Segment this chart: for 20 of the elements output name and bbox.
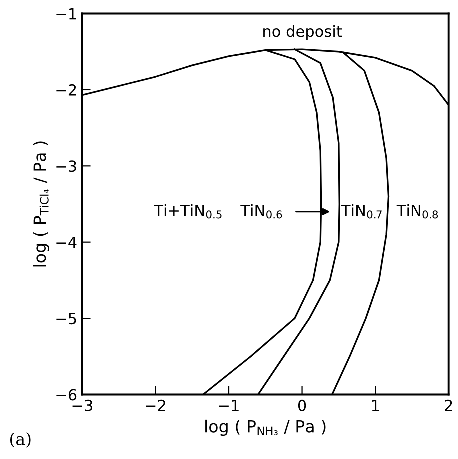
- x-tick-label: −2: [146, 400, 166, 412]
- x-tick-label: 1: [372, 400, 380, 412]
- annotation: TiN$_{0.7}$: [341, 204, 382, 219]
- y-tick-label: −5: [56, 313, 76, 325]
- x-tick-label: −1: [219, 400, 239, 412]
- annotation: Ti+TiN$_{0.5}$: [154, 204, 222, 219]
- y-tick-label: −2: [56, 84, 76, 96]
- x-tick-label: 2: [445, 400, 452, 412]
- y-tick-label: −3: [56, 160, 76, 172]
- text: (a): [10, 432, 31, 448]
- y-tick-label: −6: [56, 389, 77, 401]
- y-axis-title: log ( P$_{TiCl₄}$ / Pa ): [33, 142, 50, 267]
- annotation: no deposit: [264, 25, 342, 40]
- y-tick-label: −1: [56, 8, 76, 20]
- x-axis-title: log ( P$_{NH₃}$ / Pa ): [206, 420, 326, 436]
- y-tick-label: −4: [56, 237, 77, 248]
- annotation: TiN$_{0.6}$: [240, 204, 282, 219]
- x-tick-label: −3: [72, 400, 92, 412]
- x-tick-label: 0: [298, 400, 306, 412]
- annotation: TiN$_{0.8}$: [396, 204, 438, 219]
